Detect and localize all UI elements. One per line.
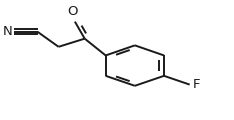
Text: F: F xyxy=(193,78,200,91)
Text: N: N xyxy=(3,25,12,38)
Text: O: O xyxy=(67,5,77,18)
